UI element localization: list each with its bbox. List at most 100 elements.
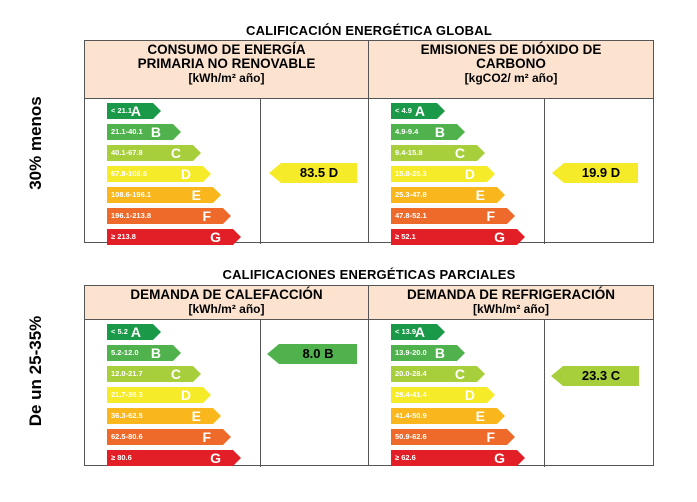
panel-body: < 4.9 A 4.9-9.4 B 9.4-15.8 C 15.8-25.3 D 25.… xyxy=(369,99,653,245)
scale-bar-f: 62.5-80.6 F xyxy=(107,429,231,445)
letter-label: A xyxy=(130,103,141,119)
heating-scale: < 5.2 A 5.2-12.0 B 12.0-21.7 C 21.7-36.3 D 3… xyxy=(85,320,261,467)
panel-unit: [kWh/m² año] xyxy=(188,302,265,316)
range-label: 21.7-36.3 xyxy=(111,390,143,399)
scale-bar-g: ≥ 52.1 G xyxy=(391,229,525,245)
range-label: 15.8-25.3 xyxy=(395,169,427,178)
letter-label: F xyxy=(202,429,211,445)
letter-label: D xyxy=(180,387,191,403)
range-label: ≥ 62.6 xyxy=(395,453,416,462)
scale-bar-e: 25.3-47.8 E xyxy=(391,187,505,203)
partial-rating-section: DEMANDA DE CALEFACCIÓN [kWh/m² año] < 5.… xyxy=(84,285,654,467)
range-label: 4.9-9.4 xyxy=(395,127,419,136)
letter-label: G xyxy=(494,229,505,245)
range-label: 21.1-40.1 xyxy=(111,127,143,136)
letter-label: B xyxy=(434,345,445,361)
panel-title-line1: DEMANDA DE CALEFACCIÓN xyxy=(130,287,323,302)
scale-bar-f: 196.1-213.8 F xyxy=(107,208,231,224)
letter-label: B xyxy=(150,124,161,140)
range-label: < 4.9 xyxy=(395,106,412,115)
scale-bar-c: 9.4-15.8 C xyxy=(391,145,485,161)
panel-unit: [kWh/m² año] xyxy=(188,71,265,85)
range-label: 196.1-213.8 xyxy=(111,211,152,220)
scale-bar-b: 5.2-12.0 B xyxy=(107,345,181,361)
panel-title-line1: EMISIONES DE DIÓXIDO DE xyxy=(420,42,602,57)
scale-bar-g: ≥ 213.8 G xyxy=(107,229,241,245)
global-section-title: CALIFICACIÓN ENERGÉTICA GLOBAL xyxy=(245,23,492,38)
rating-arrow: 19.9 D xyxy=(552,163,638,183)
scale-bar-d: 28.4-41.4 D xyxy=(391,387,495,403)
rating-arrow: 83.5 D xyxy=(269,163,357,183)
scale-bar-a: < 4.9 A xyxy=(391,103,445,119)
letter-label: E xyxy=(475,408,485,424)
letter-label: C xyxy=(454,366,465,382)
range-label: ≥ 52.1 xyxy=(395,232,416,241)
letter-label: F xyxy=(202,208,211,224)
heating-demand-panel: DEMANDA DE CALEFACCIÓN [kWh/m² año] < 5.… xyxy=(85,286,369,467)
letter-label: C xyxy=(454,145,465,161)
range-label: 108.6-196.1 xyxy=(111,190,152,199)
scale-bar-a: < 13.9 A xyxy=(391,324,445,340)
side-label-bottom: De un 25-35% xyxy=(26,315,45,427)
panel-body: < 5.2 A 5.2-12.0 B 12.0-21.7 C 21.7-36.3 D 3… xyxy=(85,320,368,467)
scale-bar-e: 36.3-62.5 E xyxy=(107,408,221,424)
range-label: 13.9-20.0 xyxy=(395,348,427,357)
panel-title-line2: CARBONO xyxy=(476,56,546,71)
range-label: 20.0-28.4 xyxy=(395,369,427,378)
range-label: 40.1-67.8 xyxy=(111,148,143,157)
energy-consumption-panel: CONSUMO DE ENERGÍA PRIMARIA NO RENOVABLE… xyxy=(85,41,369,245)
emissions-scale: < 4.9 A 4.9-9.4 B 9.4-15.8 C 15.8-25.3 D 25.… xyxy=(369,99,545,245)
letter-label: G xyxy=(494,450,505,466)
panel-title-line2: PRIMARIA NO RENOVABLE xyxy=(137,56,316,71)
range-label: < 21.1 xyxy=(111,106,133,115)
cooling-demand-panel: DEMANDA DE REFRIGERACIÓN [kWh/m² año] < … xyxy=(369,286,653,467)
letter-label: C xyxy=(170,145,181,161)
scale-bar-e: 108.6-196.1 E xyxy=(107,187,221,203)
range-label: 36.3-62.5 xyxy=(111,411,143,420)
range-label: 5.2-12.0 xyxy=(111,348,139,357)
scale-bar-b: 21.1-40.1 B xyxy=(107,124,181,140)
scale-bar-c: 12.0-21.7 C xyxy=(107,366,201,382)
range-label: 47.8-52.1 xyxy=(395,211,427,220)
panel-unit: [kWh/m² año] xyxy=(473,302,549,316)
scale-bar-f: 47.8-52.1 F xyxy=(391,208,515,224)
energy-scale: < 21.1 A 21.1-40.1 B 40.1-67.8 C 67.8-108.6… xyxy=(85,99,261,245)
scale-bar-d: 15.8-25.3 D xyxy=(391,166,495,182)
letter-label: A xyxy=(414,324,425,340)
scale-bar-c: 20.0-28.4 C xyxy=(391,366,485,382)
range-label: 9.4-15.8 xyxy=(395,148,423,157)
letter-label: A xyxy=(130,324,141,340)
letter-label: E xyxy=(475,187,485,203)
scale-bar-c: 40.1-67.8 C xyxy=(107,145,201,161)
global-rating-section: CONSUMO DE ENERGÍA PRIMARIA NO RENOVABLE… xyxy=(84,40,654,245)
range-label: 12.0-21.7 xyxy=(111,369,143,378)
rating-arrow: 23.3 C xyxy=(551,366,639,386)
letter-label: G xyxy=(210,229,221,245)
scale-bar-b: 13.9-20.0 B xyxy=(391,345,465,361)
range-label: 25.3-47.8 xyxy=(395,190,427,199)
panel-header: EMISIONES DE DIÓXIDO DE CARBONO [kgCO2/ … xyxy=(369,41,653,99)
scale-bar-g: ≥ 62.6 G xyxy=(391,450,525,466)
scale-bar-a: < 21.1 A xyxy=(107,103,161,119)
side-label-top: 30% menos xyxy=(26,96,45,190)
letter-label: G xyxy=(210,450,221,466)
scale-bar-f: 50.9-62.6 F xyxy=(391,429,515,445)
panel-title-line1: DEMANDA DE REFRIGERACIÓN xyxy=(406,287,615,302)
letter-label: A xyxy=(414,103,425,119)
scale-bar-d: 67.8-108.6 D xyxy=(107,166,211,182)
letter-label: C xyxy=(170,366,181,382)
range-label: < 5.2 xyxy=(111,327,128,336)
range-label: 67.8-108.6 xyxy=(111,169,147,178)
letter-label: E xyxy=(191,408,201,424)
panel-title-line1: CONSUMO DE ENERGÍA xyxy=(147,42,306,57)
scale-bar-g: ≥ 80.6 G xyxy=(107,450,241,466)
letter-label: F xyxy=(486,429,495,445)
panel-header: DEMANDA DE CALEFACCIÓN [kWh/m² año] xyxy=(85,286,368,320)
partial-section-title: CALIFICACIONES ENERGÉTICAS PARCIALES xyxy=(222,267,516,282)
letter-label: D xyxy=(464,166,475,182)
letter-label: D xyxy=(180,166,191,182)
letter-label: E xyxy=(191,187,201,203)
range-label: 50.9-62.6 xyxy=(395,432,427,441)
panel-header: CONSUMO DE ENERGÍA PRIMARIA NO RENOVABLE… xyxy=(85,41,368,99)
panel-body: < 21.1 A 21.1-40.1 B 40.1-67.8 C 67.8-108.6… xyxy=(85,99,368,245)
